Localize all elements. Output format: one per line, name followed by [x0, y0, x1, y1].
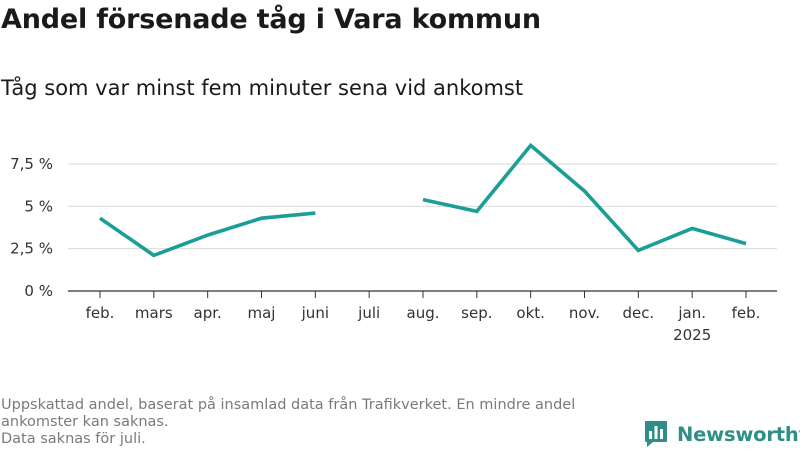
series-line-segment [422, 142, 747, 253]
x-tick-label: juni [301, 304, 329, 322]
y-tick-label: 7,5 % [10, 155, 53, 173]
y-tick-label: 0 % [24, 282, 53, 300]
x-tick-label: okt. [516, 304, 545, 322]
x-tick-label: nov. [569, 304, 600, 322]
series-lines [98, 142, 747, 258]
logo-text: Newsworthy [677, 422, 800, 446]
y-axis-tick-labels: 0 % 2,5 % 5 % 7,5 % [10, 155, 53, 300]
footnote-line: Data saknas för juli. [1, 431, 146, 447]
x-tick-label: juli [357, 304, 380, 322]
footnote: Uppskattad andel, baserat på insamlad da… [1, 397, 631, 448]
newsworthy-logo: Newsworthy [644, 419, 800, 449]
x-tick-label: maj [248, 304, 276, 322]
x-tick-label: apr. [194, 304, 222, 322]
x-tick-label: dec. [622, 304, 654, 322]
line-chart: 0 % 2,5 % 5 % 7,5 % feb. mars apr. maj juni juli… [10, 142, 777, 344]
footnote-line: ankomster kan saknas. [1, 414, 169, 430]
chart-subtitle: Tåg som var minst fem minuter sena vid a… [1, 76, 524, 100]
x-tick-label: mars [135, 304, 173, 322]
series-line-segment [98, 211, 316, 258]
footnote-line: Uppskattad andel, baserat på insamlad da… [1, 397, 576, 413]
grid-lines [68, 163, 777, 292]
x-axis-tick-labels: feb. mars apr. maj juni juli aug. sep. okt. nov. d… [86, 291, 761, 344]
chart-title: Andel försenade tåg i Vara kommun [1, 4, 541, 35]
x-tick-label: aug. [407, 304, 440, 322]
x-tick-sublabel: 2025 [673, 326, 711, 344]
x-tick-label: jan. [677, 304, 706, 322]
x-tick-label: feb. [732, 304, 761, 322]
y-tick-label: 5 % [24, 197, 53, 215]
x-tick-label: feb. [86, 304, 115, 322]
newsworthy-logo-icon [645, 421, 667, 447]
x-tick-label: sep. [461, 304, 492, 322]
y-tick-label: 2,5 % [10, 240, 53, 258]
